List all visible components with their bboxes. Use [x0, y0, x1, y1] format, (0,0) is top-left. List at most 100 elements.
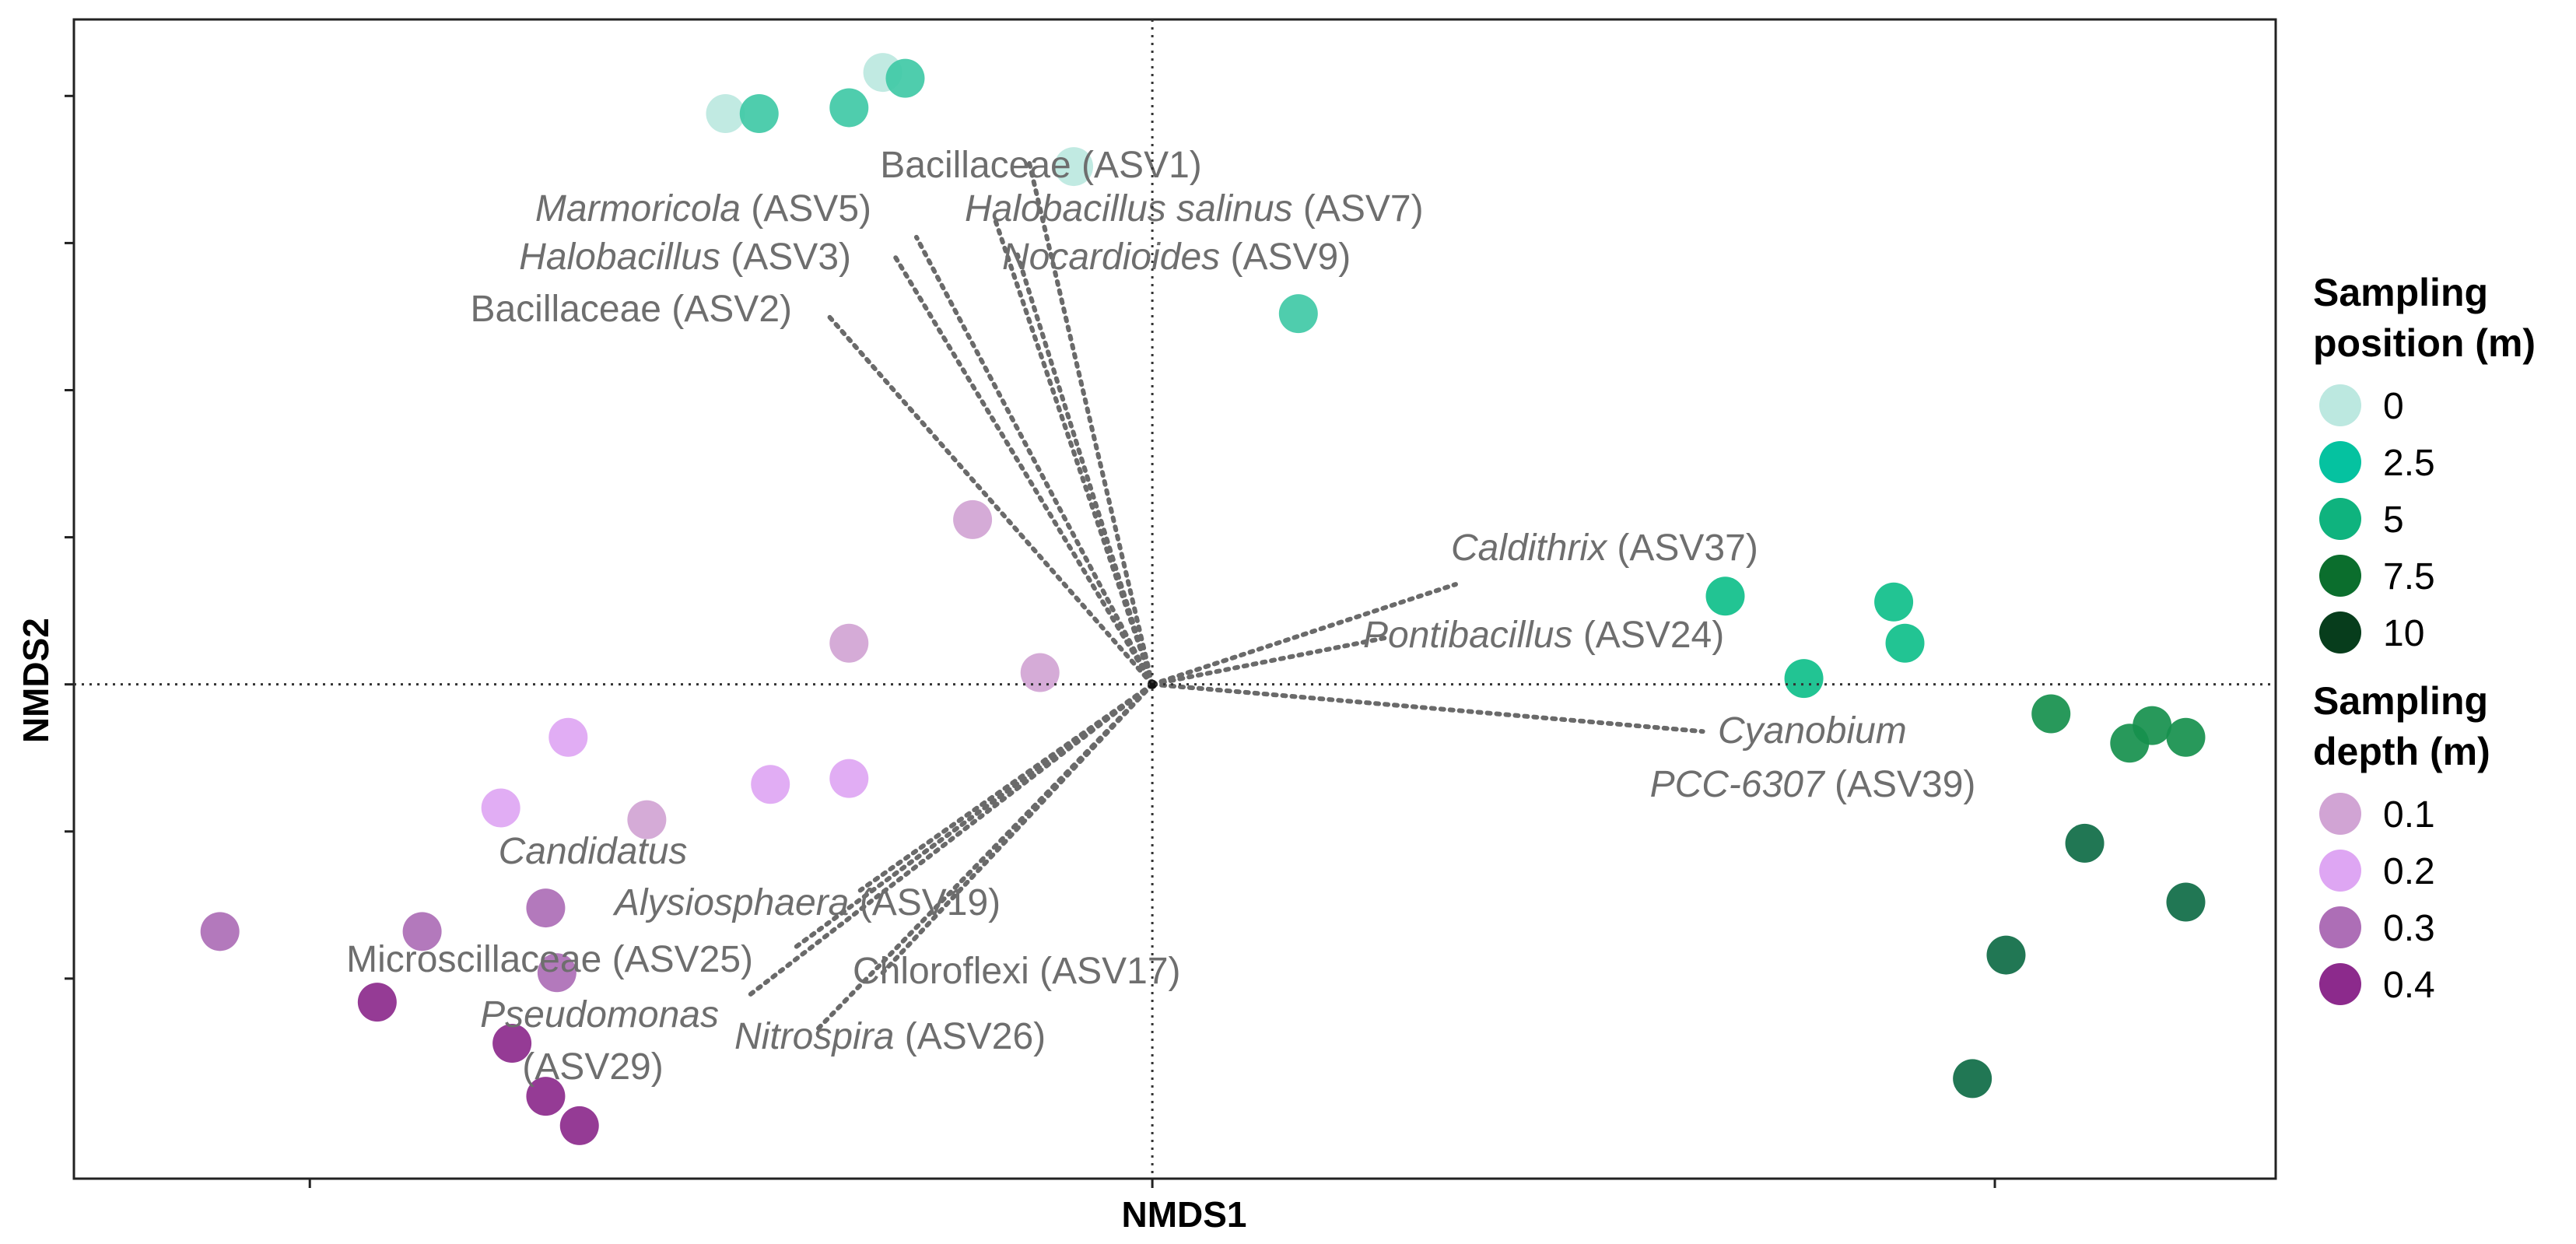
legend-label-0-3: 0.3: [2383, 908, 2435, 949]
legend-label-0-1: 0.1: [2383, 794, 2435, 836]
legend-swatch-2-5: [2319, 441, 2361, 483]
vector-label-part: (ASV37): [1607, 527, 1758, 569]
data-point-sampling-position-m-7-5: [2166, 717, 2206, 757]
vector-label-part: Chloroflexi (ASV17): [853, 951, 1181, 992]
vector-arrow-halobacillus-salinus-asv7: [992, 217, 1155, 687]
data-point-sampling-depth-m-0-2: [481, 788, 520, 828]
vector-label-part: Halobacillus: [519, 237, 720, 278]
legend-label-2-5: 2.5: [2383, 443, 2435, 484]
vector-label-part: Candidatus: [499, 831, 688, 872]
vector-arrow-caldithrix-asv37: [1150, 582, 1458, 687]
x-axis-title: NMDS1: [1121, 1194, 1246, 1235]
vector-label-part: (ASV9): [1220, 237, 1351, 278]
vector-label-part: (ASV24): [1572, 615, 1724, 656]
data-point-sampling-depth-m-0-3: [200, 912, 240, 951]
vector-label-part: (ASV3): [720, 237, 851, 278]
vector-arrow-cyanobium: [1150, 682, 1705, 734]
vector-label-bacillaceae-asv1: Bacillaceae (ASV1): [880, 145, 1202, 186]
vector-label-pseudomonas: Pseudomonas: [480, 994, 719, 1035]
data-point-sampling-depth-m-0-4: [492, 1024, 532, 1064]
legend-swatch-0: [2319, 384, 2361, 426]
vector-label-nocardioides-asv9: Nocardioides (ASV9): [1002, 237, 1351, 278]
legend-swatch-5: [2319, 498, 2361, 540]
legend-swatch-0-1: [2319, 793, 2361, 835]
vector-arrow-pseudomonas: [745, 682, 1155, 999]
vector-label-part: Nitrospira: [734, 1016, 894, 1057]
legend-label-0-4: 0.4: [2383, 965, 2435, 1006]
points-layer: [200, 53, 2206, 1145]
legend-swatch-7-5: [2319, 555, 2361, 597]
data-point-sampling-position-m-0: [1054, 147, 1094, 187]
data-point-sampling-position-m-5: [1885, 623, 1925, 663]
vector-arrow-nocardioides-asv9: [1015, 252, 1155, 687]
plot-frame: [72, 18, 2277, 1180]
vector-label-part: PCC-6307: [1650, 764, 1826, 805]
y-axis-title: NMDS2: [16, 618, 56, 743]
vector-label-part: Halobacillus salinus: [965, 188, 1293, 230]
vector-label-part: (ASV29): [522, 1046, 663, 1088]
axes-layer: NMDS1 NMDS2: [16, 19, 2276, 1235]
vector-label-part: Nocardioides: [1002, 237, 1220, 278]
legend-label-0-2: 0.2: [2383, 851, 2435, 892]
data-point-sampling-depth-m-0-4: [526, 1077, 566, 1116]
data-point-sampling-position-m-10: [1986, 935, 2026, 975]
vector-label-part: Cyanobium: [1718, 710, 1907, 752]
vector-arrow-marmoricola-asv5: [913, 234, 1155, 687]
vector-label-nitrospira-asv26: Nitrospira (ASV26): [734, 1016, 1046, 1057]
data-point-sampling-position-m-2-5: [829, 88, 869, 128]
vector-arrow-bacillaceae-asv1: [1026, 158, 1155, 687]
vector-label-microscillaceae-asv25: Microscillaceae (ASV25): [346, 939, 753, 980]
legend-swatch-10: [2319, 611, 2361, 654]
vector-label-marmoricola-asv5: Marmoricola (ASV5): [535, 188, 871, 230]
vector-label-part: (ASV19): [849, 882, 1001, 923]
legend-label-10: 10: [2383, 613, 2424, 654]
data-point-sampling-depth-m-0-4: [559, 1106, 599, 1145]
vector-label-part: Caldithrix: [1451, 527, 1608, 569]
legend-swatch-0-3: [2319, 906, 2361, 948]
vector-label-bacillaceae-asv2: Bacillaceae (ASV2): [470, 289, 792, 330]
vector-label-part: (ASV7): [1293, 188, 1424, 230]
origin-point: [1148, 679, 1158, 689]
legend-label-7-5: 7.5: [2383, 556, 2435, 597]
legend-title-sampling-position-m: position (m): [2313, 321, 2536, 365]
vector-label-halobacillus-salinus-asv7: Halobacillus salinus (ASV7): [965, 188, 1424, 230]
legend-title-sampling-position-m: Sampling: [2313, 271, 2488, 314]
data-point-sampling-depth-m-0-3: [537, 953, 577, 993]
legend-swatch-0-2: [2319, 850, 2361, 892]
data-point-sampling-depth-m-0-2: [829, 759, 869, 798]
vector-label-halobacillus-asv3: Halobacillus (ASV3): [519, 237, 851, 278]
vector-arrow-pontibacillus-asv24: [1150, 635, 1391, 687]
vector-layer: [745, 158, 1705, 1034]
vector-label-alysiosphaera-asv19: Alysiosphaera (ASV19): [612, 882, 1001, 923]
vector-arrow-halobacillus-asv3: [892, 252, 1155, 687]
vector-label-part: Pseudomonas: [480, 994, 719, 1035]
data-point-sampling-position-m-5: [1784, 659, 1824, 699]
data-point-sampling-depth-m-0-1: [1020, 653, 1060, 692]
data-point-sampling-position-m-10: [1953, 1059, 1992, 1099]
data-point-sampling-position-m-0: [706, 94, 745, 134]
legend-label-5: 5: [2383, 499, 2404, 541]
legend-swatch-0-4: [2319, 963, 2361, 1005]
vector-label-part: (ASV5): [741, 188, 871, 230]
data-point-sampling-depth-m-0-2: [751, 765, 790, 804]
data-point-sampling-position-m-10: [2166, 882, 2206, 922]
data-point-sampling-depth-m-0-3: [402, 912, 442, 951]
data-point-sampling-depth-m-0-4: [357, 983, 397, 1022]
vector-label-pontibacillus-asv24: Pontibacillus (ASV24): [1363, 615, 1724, 656]
data-point-sampling-position-m-7-5: [2133, 706, 2172, 745]
plot-border: [72, 18, 2277, 1180]
vector-label-part: Microscillaceae (ASV25): [346, 939, 753, 980]
vector-arrow-bacillaceae-asv2: [824, 311, 1155, 687]
vector-label-part: Bacillaceae (ASV1): [880, 145, 1202, 186]
vector-label-part: Bacillaceae (ASV2): [470, 289, 792, 330]
vector-label-part: Alysiosphaera: [612, 882, 850, 923]
vector-label-part: Pontibacillus: [1363, 615, 1572, 656]
data-point-sampling-depth-m-0-1: [953, 499, 993, 539]
data-point-sampling-position-m-2-5: [1278, 294, 1318, 334]
data-point-sampling-position-m-5: [1874, 582, 1914, 622]
legend-title-sampling-depth-m: depth (m): [2313, 730, 2490, 773]
vector-label-cyanobium: Cyanobium: [1718, 710, 1907, 752]
data-point-sampling-position-m-7-5: [2031, 694, 2071, 734]
vector-label-asv29: (ASV29): [522, 1046, 663, 1088]
